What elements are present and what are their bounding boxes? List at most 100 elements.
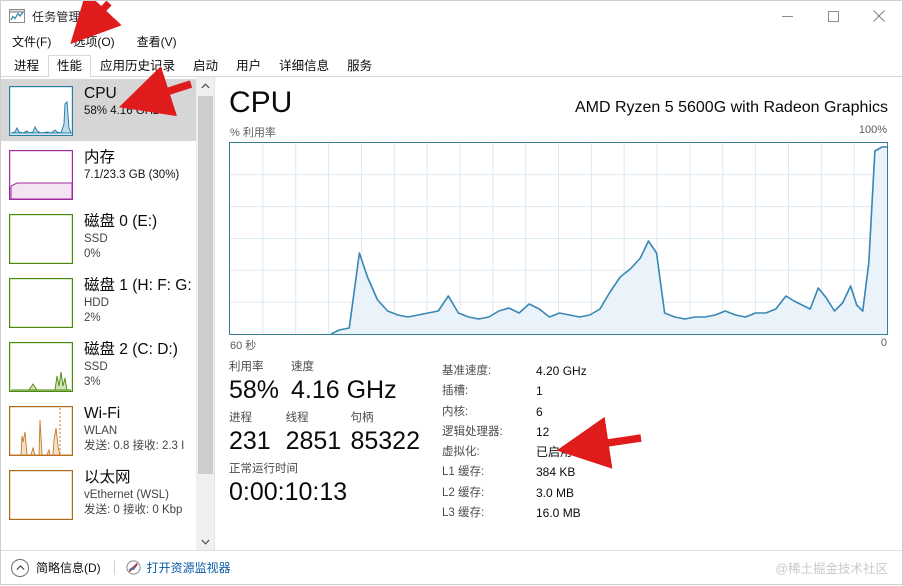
- tab-performance[interactable]: 性能: [48, 55, 92, 77]
- sidebar-item-ethernet-throughput: 发送: 0 接收: 0 Kbp: [84, 504, 183, 516]
- processor-name: AMD Ryzen 5 5600G with Radeon Graphics: [574, 99, 888, 116]
- sidebar-item-disk0-usage: 0%: [84, 248, 101, 260]
- tab-details[interactable]: 详细信息: [279, 59, 330, 73]
- sidebar-item-disk0-type: SSD: [84, 233, 108, 245]
- sidebar-item-wifi-throughput: 发送: 0.8 接收: 2.3 I: [84, 440, 185, 452]
- tab-services[interactable]: 服务: [347, 59, 373, 73]
- cpu-stats-left: 利用率 58% 速度 4.16 GHz 进程 231: [229, 360, 442, 523]
- sidebar-item-disk1-title: 磁盘 1 (H: F: G:: [84, 277, 192, 294]
- sidebar-item-memory-title: 内存: [84, 149, 116, 166]
- sidebar-item-disk1-text: 磁盘 1 (H: F: G: HDD 2%: [84, 275, 192, 326]
- sidebar-item-cpu-sub: 58% 4.16 GHz: [84, 105, 159, 117]
- stat-handles-label: 句柄: [350, 412, 374, 424]
- scroll-down-button[interactable]: [197, 533, 214, 550]
- menu-item-options[interactable]: 选项(O): [73, 35, 115, 49]
- sidebar-item-cpu-text: CPU 58% 4.16 GHz: [84, 83, 159, 119]
- sidebar-item-ethernet-type: vEthernet (WSL): [84, 489, 169, 501]
- sidebar-item-wifi[interactable]: Wi-Fi WLAN 发送: 0.8 接收: 2.3 I: [1, 399, 196, 461]
- sidebar-item-memory[interactable]: 内存 7.1/23.3 GB (30%): [1, 143, 196, 205]
- cpu-spec-table: 基准速度: 4.20 GHz 插槽: 1 内核: 6 逻辑处理器: 12 虚拟化…: [442, 360, 888, 523]
- minimize-button[interactable]: [764, 1, 810, 31]
- stat-speed: 速度 4.16 GHz: [291, 360, 441, 405]
- sidebar-item-disk0-text: 磁盘 0 (E:) SSD 0%: [84, 211, 157, 262]
- sidebar-item-memory-sub: 7.1/23.3 GB (30%): [84, 169, 180, 181]
- sidebar-item-wifi-type: WLAN: [84, 425, 118, 437]
- content-area: CPU 58% 4.16 GHz 内存 7.1/23.3 GB (30%: [1, 77, 902, 550]
- graph-axis-bottom: 60 秒 0: [229, 337, 888, 353]
- disk1-thumbnail-graph: [9, 278, 73, 328]
- resource-monitor-icon: [126, 560, 141, 575]
- stat-uptime-label: 正常运行时间: [229, 463, 298, 475]
- sidebar-item-disk1[interactable]: 磁盘 1 (H: F: G: HDD 2%: [1, 271, 196, 333]
- sidebar-scrollbar[interactable]: [196, 77, 214, 550]
- title-bar: 任务管理器: [1, 1, 902, 31]
- spec-l2-cache-label: L2 缓存:: [442, 486, 485, 499]
- sidebar-item-cpu[interactable]: CPU 58% 4.16 GHz: [1, 79, 196, 141]
- watermark: @稀土掘金技术社区: [775, 562, 888, 576]
- spec-sockets-value: 1: [536, 384, 543, 399]
- window-title: 任务管理器: [32, 9, 94, 24]
- sidebar-item-ethernet[interactable]: 以太网 vEthernet (WSL) 发送: 0 接收: 0 Kbp: [1, 463, 196, 525]
- stat-speed-value: 4.16 GHz: [291, 376, 397, 404]
- stat-handles-value: 85322: [350, 427, 420, 455]
- tab-processes[interactable]: 进程: [14, 59, 40, 73]
- menu-bar: 文件(F) 选项(O) 查看(V): [1, 31, 902, 53]
- spec-cores-label: 内核:: [442, 405, 469, 418]
- stat-threads-label: 线程: [285, 412, 309, 424]
- stat-threads: 线程 2851: [286, 411, 351, 456]
- sidebar-item-disk1-type: HDD: [84, 297, 109, 309]
- resource-sidebar: CPU 58% 4.16 GHz 内存 7.1/23.3 GB (30%: [1, 77, 215, 550]
- open-resource-monitor-link[interactable]: 打开资源监视器: [126, 559, 231, 576]
- fewer-details-button[interactable]: 简略信息(D): [11, 558, 101, 577]
- cpu-panel-header: CPU AMD Ryzen 5 5600G with Radeon Graphi…: [229, 86, 888, 120]
- graph-y-axis-label: % 利用率: [230, 127, 276, 139]
- stat-uptime-value: 0:00:10:13: [229, 478, 348, 506]
- scrollbar-thumb[interactable]: [198, 96, 213, 474]
- spec-logical-processors-label: 逻辑处理器:: [442, 425, 503, 438]
- sidebar-item-disk2-usage: 3%: [84, 376, 101, 388]
- stat-uptime: 正常运行时间 0:00:10:13: [229, 462, 347, 507]
- menu-item-file[interactable]: 文件(F): [12, 35, 52, 49]
- sidebar-item-disk2[interactable]: 磁盘 2 (C: D:) SSD 3%: [1, 335, 196, 397]
- wifi-thumbnail-graph: [9, 406, 73, 456]
- sidebar-item-wifi-text: Wi-Fi WLAN 发送: 0.8 接收: 2.3 I: [84, 403, 184, 454]
- memory-thumbnail-graph: [9, 150, 73, 200]
- sidebar-item-memory-text: 内存 7.1/23.3 GB (30%): [84, 147, 179, 183]
- page-title: CPU: [229, 86, 293, 119]
- cpu-stats-area: 利用率 58% 速度 4.16 GHz 进程 231: [229, 360, 888, 523]
- spec-l1-cache-value: 384 KB: [536, 465, 576, 480]
- scroll-up-button[interactable]: [197, 77, 214, 94]
- tab-startup[interactable]: 启动: [193, 59, 219, 73]
- sidebar-item-disk1-usage: 2%: [84, 312, 101, 324]
- fewer-details-label: 简略信息(D): [36, 561, 101, 575]
- sidebar-item-cpu-title: CPU: [84, 85, 117, 102]
- tab-app-history[interactable]: 应用历史记录: [100, 59, 176, 73]
- graph-y-axis-max: 100%: [858, 124, 887, 136]
- sidebar-item-ethernet-title: 以太网: [84, 469, 131, 486]
- stat-processes: 进程 231: [229, 411, 286, 456]
- stat-processes-label: 进程: [229, 412, 252, 424]
- scrollbar-track[interactable]: [197, 94, 214, 533]
- close-button[interactable]: [856, 1, 902, 31]
- stat-processes-value: 231: [229, 427, 271, 455]
- spec-virtualization-value: 已启用: [536, 445, 573, 460]
- menu-item-view[interactable]: 查看(V): [136, 35, 177, 49]
- stat-speed-label: 速度: [291, 361, 314, 373]
- resource-list: CPU 58% 4.16 GHz 内存 7.1/23.3 GB (30%: [1, 77, 196, 550]
- stat-row-processes-threads-handles: 进程 231 线程 2851 句柄 85322: [229, 411, 442, 456]
- stat-threads-value: 2851: [285, 427, 342, 455]
- sidebar-item-disk0[interactable]: 磁盘 0 (E:) SSD 0%: [1, 207, 196, 269]
- sidebar-item-disk2-title: 磁盘 2 (C: D:): [84, 341, 178, 358]
- graph-x-axis-right: 0: [880, 337, 887, 349]
- disk0-thumbnail-graph: [9, 214, 73, 264]
- stat-utilization: 利用率 58%: [229, 360, 291, 405]
- tab-users[interactable]: 用户: [236, 59, 262, 73]
- spec-l3-cache-label: L3 缓存:: [442, 507, 485, 520]
- ethernet-thumbnail-graph: [9, 470, 73, 520]
- spec-logical-processors-value: 12: [536, 424, 550, 439]
- maximize-button[interactable]: [810, 1, 856, 31]
- graph-axis-top: % 利用率 100%: [229, 124, 888, 140]
- stat-handles: 句柄 85322: [350, 411, 442, 456]
- chevron-up-circle-icon: [11, 558, 29, 577]
